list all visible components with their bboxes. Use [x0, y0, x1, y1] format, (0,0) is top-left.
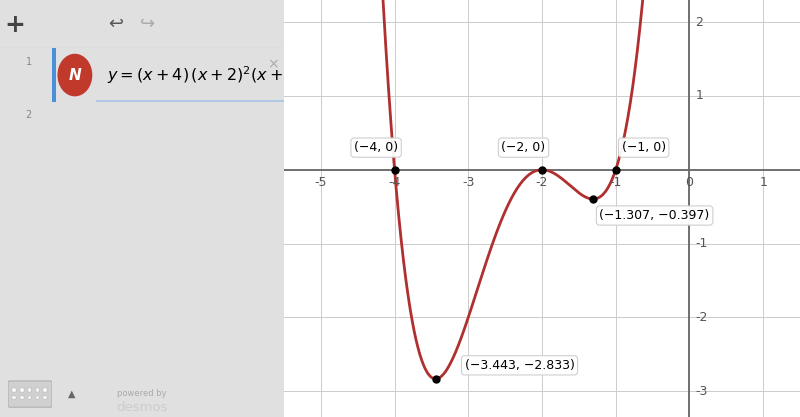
Text: (−1, 0): (−1, 0) [622, 141, 666, 154]
Text: -3: -3 [462, 176, 474, 188]
Text: 1: 1 [26, 57, 32, 67]
Text: 0: 0 [686, 176, 694, 188]
Text: N: N [69, 68, 82, 83]
Text: 2: 2 [26, 110, 32, 120]
Text: (−3.443, −2.833): (−3.443, −2.833) [465, 359, 574, 372]
Circle shape [58, 55, 91, 95]
Text: powered by: powered by [117, 389, 167, 398]
Text: -2: -2 [536, 176, 548, 188]
Text: -5: -5 [314, 176, 327, 188]
Bar [12, 395, 16, 399]
Text: -1: -1 [695, 237, 708, 250]
Text: ▲: ▲ [68, 389, 76, 399]
Text: 2: 2 [695, 16, 703, 29]
Text: -2: -2 [695, 311, 708, 324]
Text: -4: -4 [388, 176, 401, 188]
Bar [20, 388, 24, 392]
Text: ↩: ↩ [109, 15, 123, 33]
Text: -3: -3 [695, 384, 708, 398]
Text: «: « [646, 15, 658, 33]
Bar [43, 388, 46, 392]
Text: +: + [4, 13, 25, 37]
Text: -1: -1 [610, 176, 622, 188]
Text: desmos: desmos [116, 401, 168, 414]
Text: $y=(x+4)\,(x+2)^{2}(x+1)$: $y=(x+4)\,(x+2)^{2}(x+1)$ [107, 64, 303, 86]
Bar [35, 395, 39, 399]
Bar [96, 100, 284, 102]
Text: ×: × [266, 58, 278, 72]
FancyBboxPatch shape [8, 381, 52, 407]
Bar [28, 388, 31, 392]
Bar [20, 395, 24, 399]
Text: 1: 1 [759, 176, 767, 188]
Bar [52, 48, 55, 102]
Bar [43, 395, 46, 399]
Bar [35, 388, 39, 392]
Text: 1: 1 [695, 90, 703, 103]
Text: (−4, 0): (−4, 0) [354, 141, 398, 154]
Text: ↪: ↪ [141, 15, 155, 33]
Bar [28, 395, 31, 399]
Text: (−1.307, −0.397): (−1.307, −0.397) [599, 209, 710, 222]
Text: ⚙: ⚙ [596, 15, 612, 33]
Bar [12, 388, 16, 392]
Text: (−2, 0): (−2, 0) [502, 141, 546, 154]
